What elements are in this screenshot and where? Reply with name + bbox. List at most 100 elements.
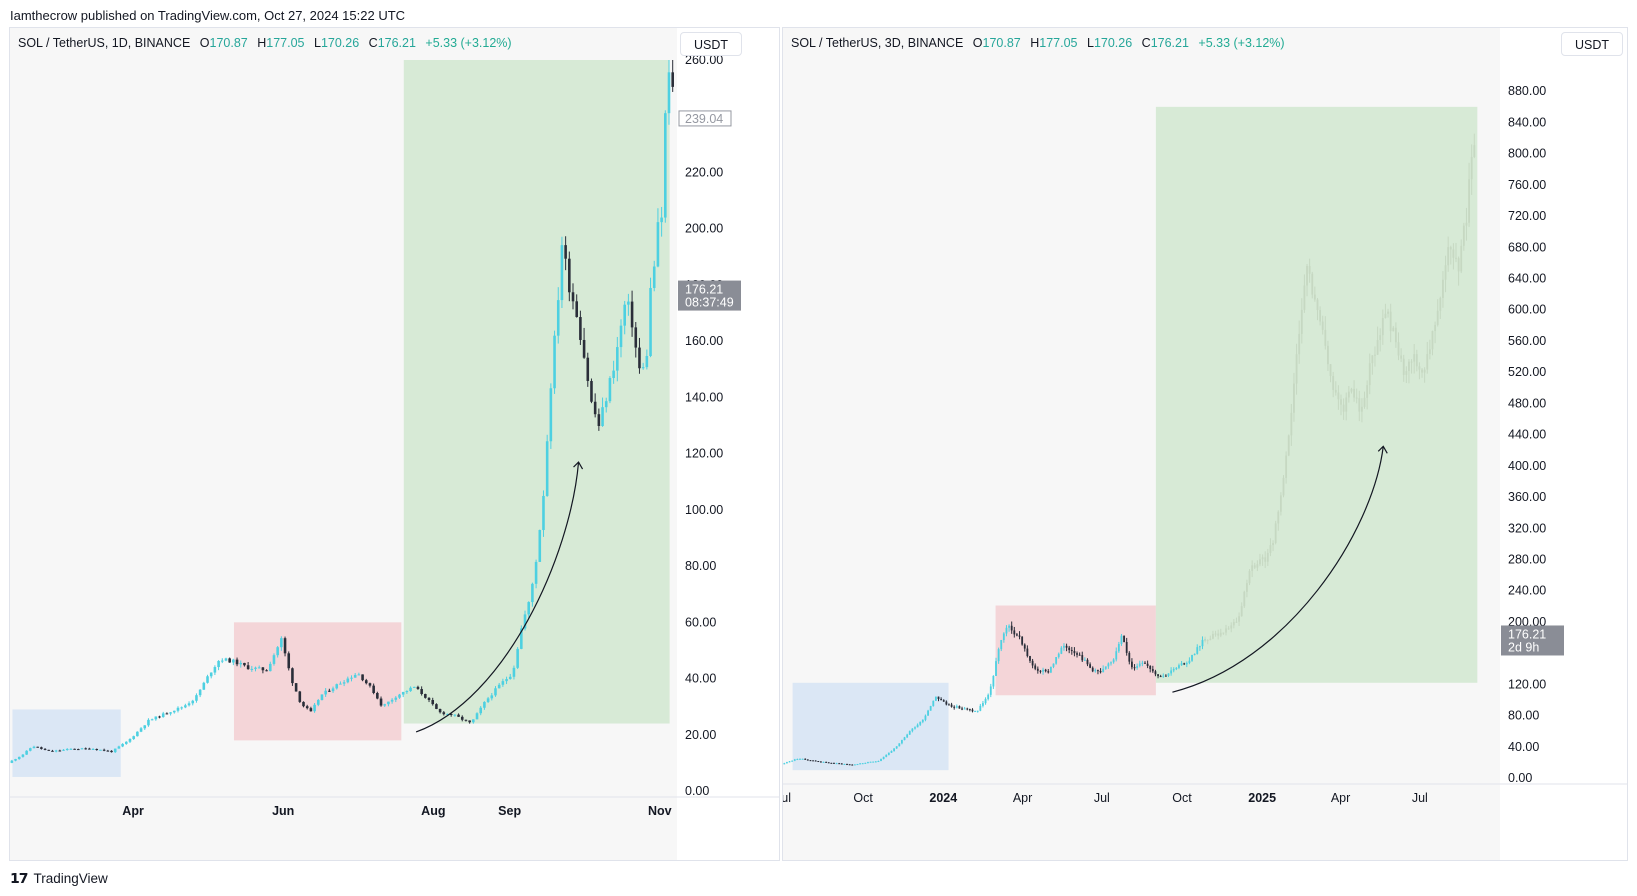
candle xyxy=(1000,640,1003,650)
candle xyxy=(660,217,663,223)
candle xyxy=(992,675,995,687)
footer-brand[interactable]: 𝟭𝟳 TradingView xyxy=(10,870,108,887)
candle xyxy=(898,743,901,747)
candle xyxy=(305,706,309,709)
ghost-candle xyxy=(1358,398,1361,412)
x-tick-label: Jun xyxy=(272,804,294,818)
candle xyxy=(887,752,890,755)
candle xyxy=(895,746,898,749)
candle xyxy=(1002,633,1005,641)
ghost-candle xyxy=(1324,329,1327,346)
candle xyxy=(117,746,121,749)
candle xyxy=(1128,652,1131,662)
ghost-candle xyxy=(1415,354,1418,367)
candle xyxy=(1151,669,1154,672)
price-scale-bg xyxy=(677,28,779,860)
candle xyxy=(335,684,339,689)
y-tick-label: 400.00 xyxy=(1508,459,1546,473)
candle xyxy=(1115,651,1118,660)
candle xyxy=(272,655,276,664)
candle xyxy=(590,380,593,402)
chart-3day-canvas[interactable]: 0.00 40.00 80.00 120.00 200.00 240.00 280.00 32… xyxy=(783,28,1628,861)
candle xyxy=(1097,670,1099,672)
candle xyxy=(840,763,843,765)
y-tick-label: 480.00 xyxy=(1508,396,1546,410)
candle xyxy=(302,701,305,707)
chart-panel-daily[interactable]: 0.00 20.00 40.00 60.00 80.00 100.00 120.00 140.… xyxy=(9,27,780,861)
symbol-title[interactable]: SOL / TetherUS, 1D, BINANCE xyxy=(18,36,191,50)
red-zone xyxy=(233,622,402,741)
open-label: O xyxy=(972,36,983,50)
currency-button[interactable]: USDT xyxy=(1561,32,1623,56)
candle xyxy=(916,724,919,728)
candle xyxy=(232,659,235,663)
currency-button[interactable]: USDT xyxy=(680,32,742,56)
candle xyxy=(424,693,427,698)
ghost-candle xyxy=(1405,371,1408,375)
candle xyxy=(1110,662,1112,664)
candle xyxy=(1068,647,1071,651)
candle xyxy=(1094,670,1097,672)
candle xyxy=(1089,664,1092,668)
candle xyxy=(838,763,841,765)
candle xyxy=(398,694,401,698)
candle xyxy=(316,700,320,705)
y-tick-label: 600.00 xyxy=(1508,303,1546,317)
candle xyxy=(582,339,586,358)
candle xyxy=(331,688,335,692)
candle xyxy=(14,759,17,761)
candle xyxy=(995,661,997,676)
chart-panel-3day[interactable]: 0.00 40.00 80.00 120.00 200.00 240.00 280.00 32… xyxy=(782,27,1628,861)
candle xyxy=(984,698,987,704)
candle xyxy=(475,713,479,720)
candle xyxy=(846,764,848,766)
y-tick-label: 520.00 xyxy=(1508,365,1546,379)
candle xyxy=(339,683,342,685)
candle xyxy=(40,747,43,749)
candle xyxy=(1138,663,1141,667)
candle xyxy=(1198,646,1201,648)
candle xyxy=(379,698,383,706)
candle xyxy=(10,760,14,763)
candle xyxy=(113,748,117,753)
candle xyxy=(169,712,172,714)
candle xyxy=(982,703,984,706)
candle xyxy=(132,736,135,740)
ghost-candle xyxy=(1300,309,1303,334)
candle xyxy=(819,761,822,763)
candle xyxy=(1112,659,1115,663)
candle xyxy=(932,700,935,707)
candle xyxy=(1010,625,1013,631)
candle xyxy=(1180,663,1183,666)
candle xyxy=(634,327,638,348)
ghost-candle xyxy=(1235,621,1238,623)
ghost-candle xyxy=(1402,358,1405,375)
candle xyxy=(848,764,851,766)
candle xyxy=(1031,660,1034,666)
ghost-candle xyxy=(1426,354,1429,370)
candle xyxy=(128,739,132,742)
candle xyxy=(812,760,814,762)
ghost-candle xyxy=(1259,559,1261,565)
candle xyxy=(1091,667,1094,672)
candle xyxy=(851,764,854,766)
candle xyxy=(942,700,945,702)
candle xyxy=(966,708,969,710)
candle xyxy=(1052,663,1055,667)
chart-legend: SOL / TetherUS, 1D, BINANCE O170.87 H177… xyxy=(18,36,512,50)
ghost-candle xyxy=(1421,369,1423,373)
candle xyxy=(1185,663,1188,665)
candle xyxy=(893,748,895,752)
candle xyxy=(1026,648,1029,657)
candle xyxy=(47,749,51,751)
candle xyxy=(656,222,660,267)
x-tick-label: Jul xyxy=(783,791,791,805)
ghost-candle xyxy=(1298,333,1301,355)
candle xyxy=(446,713,449,715)
x-tick-label: 2024 xyxy=(929,791,957,805)
y-tick-label: 880.00 xyxy=(1508,84,1546,98)
candle xyxy=(187,703,191,706)
chart-daily-canvas[interactable]: 0.00 20.00 40.00 60.00 80.00 100.00 120.00 140.… xyxy=(10,28,780,861)
symbol-title[interactable]: SOL / TetherUS, 3D, BINANCE xyxy=(791,36,964,50)
